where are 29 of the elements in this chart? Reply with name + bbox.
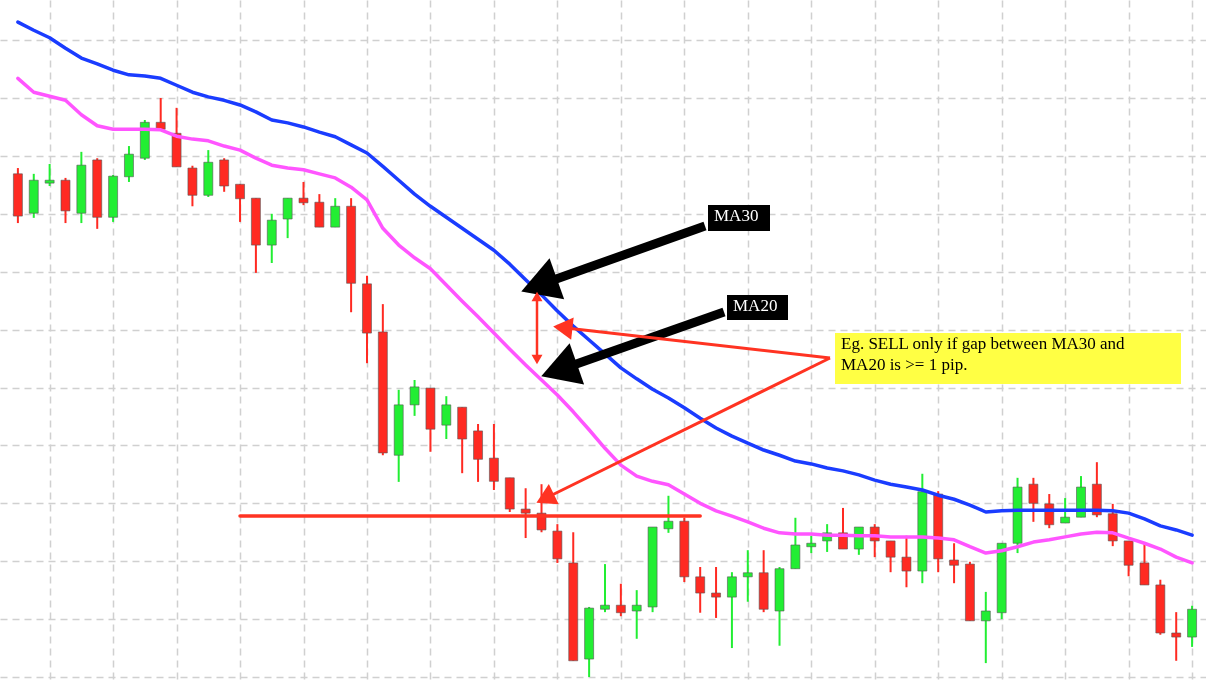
candlestick (727, 571, 737, 650)
annotation: MA30 (714, 206, 759, 225)
candlestick (155, 97, 166, 131)
candlestick (1171, 611, 1182, 662)
candlestick (711, 565, 721, 619)
candlestick (790, 516, 801, 570)
candlestick (1060, 497, 1070, 524)
candlestick (441, 395, 452, 441)
candlestick (409, 378, 420, 417)
annotation: MA20 (733, 296, 778, 315)
candlestick (949, 542, 959, 585)
candlestick (885, 539, 896, 574)
candlestick (695, 565, 705, 614)
candlestick (489, 422, 499, 491)
candlestick (44, 163, 55, 188)
candlestick (1028, 476, 1039, 523)
candlestick (663, 494, 674, 534)
candlestick (1139, 542, 1150, 586)
candlestick (124, 145, 134, 183)
candlestick (330, 197, 341, 229)
candlestick (235, 183, 245, 223)
candlestick (282, 197, 293, 240)
annotation: Eg. SELL only if gap between MA30 and MA20 is >= 1 pip. (841, 334, 1126, 374)
candlestick (600, 563, 610, 614)
candlestick (616, 582, 626, 618)
candlestick (631, 589, 642, 640)
candlestick (298, 180, 309, 207)
candlestick (981, 590, 991, 665)
candlestick (742, 549, 753, 603)
